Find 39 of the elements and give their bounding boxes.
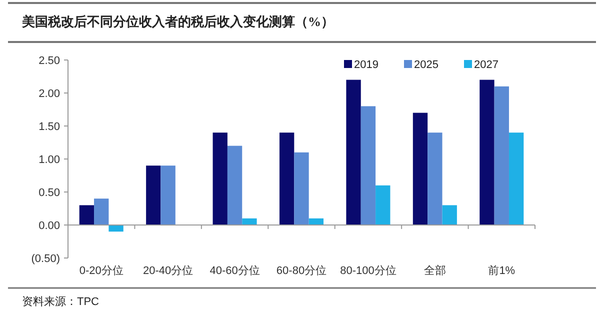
bar	[480, 80, 494, 225]
x-tick-label: 40-60分位	[210, 265, 260, 277]
bar	[79, 205, 94, 225]
bar	[428, 132, 442, 225]
y-tick-label: 2.00	[38, 88, 60, 100]
chart-title: 美国税改后不同分位收入者的税后收入变化测算（%）	[21, 14, 334, 29]
y-tick-label: (0.50)	[31, 253, 60, 265]
bar	[308, 218, 324, 225]
bar	[242, 218, 257, 225]
bar	[346, 80, 361, 225]
y-tick-label: 2.50	[38, 55, 60, 67]
bar	[442, 205, 457, 225]
bar	[227, 146, 242, 225]
bar	[508, 132, 524, 225]
bar	[108, 225, 124, 232]
bar	[376, 185, 390, 225]
y-tick-label: 1.50	[38, 121, 60, 133]
bar	[412, 112, 428, 225]
bar	[160, 166, 176, 225]
bar	[294, 152, 309, 225]
x-tick-label: 全部	[424, 264, 446, 277]
x-tick-label: 20-40分位	[143, 265, 194, 277]
x-tick-label: 前1%	[488, 265, 516, 277]
y-tick-label: 0.50	[38, 187, 60, 199]
bar	[360, 106, 376, 225]
x-tick-label: 0-20分位	[79, 265, 124, 277]
x-tick-label: 60-80分位	[276, 265, 327, 277]
text: 资料来源：TPC	[22, 295, 100, 308]
bar	[494, 86, 509, 225]
x-tick-label: 80-100分位	[340, 265, 396, 277]
legend-label: 2027	[474, 59, 498, 71]
bar	[212, 132, 228, 225]
bar	[94, 198, 109, 225]
y-tick-label: 0.00	[38, 220, 60, 232]
y-tick-label: 1.00	[38, 154, 60, 166]
legend-label: 2025	[414, 59, 438, 71]
bar	[146, 166, 161, 225]
bar	[279, 132, 294, 225]
legend-label: 2019	[354, 59, 378, 71]
